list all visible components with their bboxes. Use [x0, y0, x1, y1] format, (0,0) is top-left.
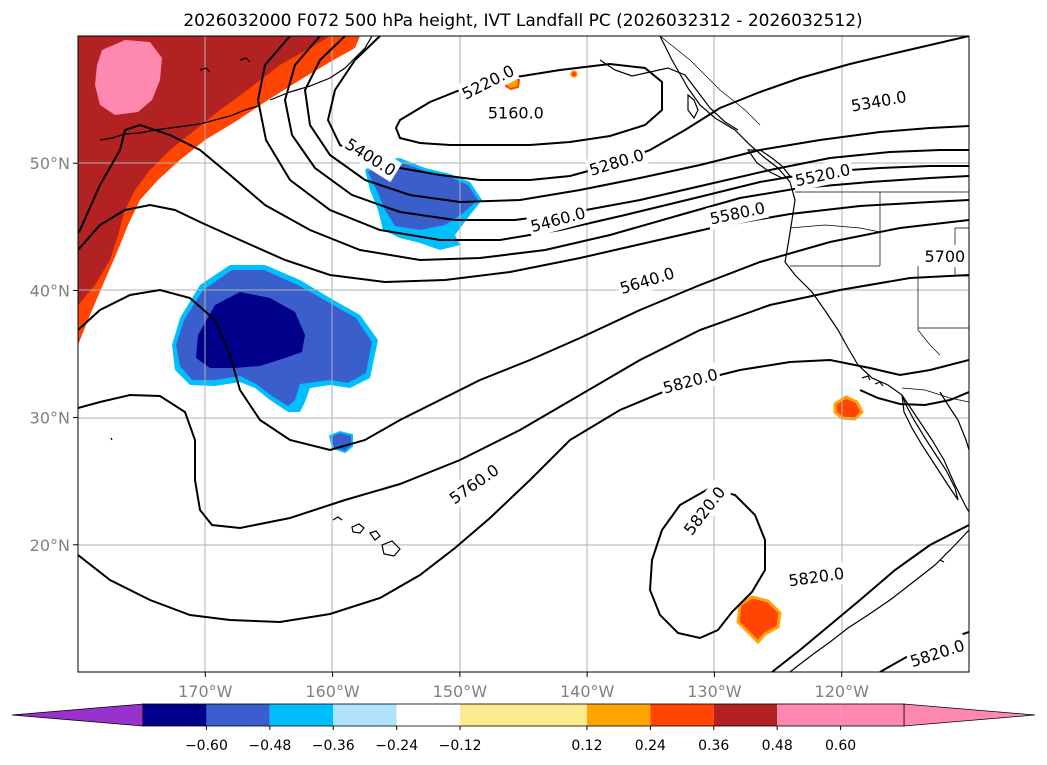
- contour-label-background: [485, 101, 546, 124]
- colorbar-tick-label: 0.60: [825, 738, 856, 754]
- contour-5580: [78, 219, 969, 452]
- ivt-negative-spot: [328, 430, 353, 454]
- colorbar-tick-label: −0.60: [185, 738, 228, 754]
- colorbar-segment: [840, 704, 904, 726]
- contour-label-background: [924, 245, 965, 268]
- y-tick-label: 40°N: [30, 281, 70, 300]
- contour-5820-south: [771, 524, 969, 672]
- colorbar-segments: [11, 703, 1036, 727]
- contour-5220: [326, 36, 969, 181]
- colorbar-segment: [143, 704, 207, 726]
- coastline-channel-islands: [861, 375, 884, 387]
- ivt-positive-spot-2: [570, 70, 578, 78]
- colorbar-tick-label: −0.24: [375, 738, 418, 754]
- coastline-bering-islands: [199, 57, 251, 73]
- x-tick-label: 140°W: [560, 682, 615, 701]
- coastline-haida-gwaii: [687, 93, 699, 120]
- colorbar-tick-label: −0.12: [439, 738, 482, 754]
- coastline-mexico-south: [789, 529, 969, 672]
- colorbar-tick-label: 0.36: [698, 738, 729, 754]
- border-washington-oregon: [789, 224, 881, 233]
- colorbar-extend-max: [903, 703, 1036, 727]
- contour-5760: [78, 358, 969, 624]
- coastlines: [99, 36, 969, 672]
- ivt-positive-region-south: [736, 595, 782, 645]
- contour-label-background: [442, 457, 505, 510]
- border-california-nevada: [917, 266, 941, 356]
- colorbar-ticks: −0.60 −0.48 −0.36 −0.24 −0.12 0.12 0.24 0.36 0.4…: [185, 726, 856, 754]
- colorbar-segment: [206, 704, 270, 726]
- contour-label-background: [456, 58, 520, 106]
- contour-label-background: [847, 84, 911, 117]
- colorbar-frame: [142, 703, 905, 727]
- coastline-hawaii: [332, 516, 401, 557]
- ivt-max-region: [95, 40, 162, 115]
- colorbar-segment: [333, 704, 397, 726]
- contour-label-background: [584, 142, 649, 182]
- contour-label-background: [615, 260, 679, 300]
- colorbar: −0.60 −0.48 −0.36 −0.24 −0.12 0.12 0.24 0.36 0.4…: [11, 703, 1036, 754]
- contour-label-background: [705, 195, 769, 230]
- contour-5640: [78, 274, 969, 530]
- contour-5520: [78, 199, 969, 284]
- y-tick-label: 30°N: [30, 409, 70, 428]
- contour-label: 5160.0: [488, 103, 544, 122]
- contour-label: 5700: [924, 247, 965, 266]
- contour-5820-closed: [648, 486, 766, 640]
- x-tick-label: 160°W: [305, 682, 360, 701]
- colorbar-segment: [650, 704, 714, 726]
- colorbar-segment: [713, 704, 778, 726]
- coastline-baja-peninsula: [901, 394, 959, 501]
- colorbar-tick-label: 0.48: [762, 738, 793, 754]
- x-tick-label: 150°W: [433, 682, 488, 701]
- contour-label-background: [677, 480, 732, 541]
- border-us-mexico: [901, 387, 969, 403]
- colorbar-tick-label: 0.12: [571, 738, 602, 754]
- x-tick-label: 170°W: [178, 682, 233, 701]
- y-axis-ticks: 20°N 30°N 40°N 50°N: [30, 154, 78, 555]
- contour-5460: [78, 123, 969, 262]
- coastline-mexico-islands: [110, 437, 945, 563]
- coastline-alaska-southwest: [269, 36, 373, 101]
- colorbar-segment: [269, 704, 334, 726]
- x-tick-label: 120°W: [815, 682, 870, 701]
- colorbar-tick-label: −0.36: [312, 738, 355, 754]
- contour-5820-north: [859, 389, 969, 407]
- contour-5280: [303, 36, 969, 204]
- colorbar-segment: [777, 704, 841, 726]
- colorbar-tick-label: 0.24: [635, 738, 666, 754]
- contour-label-background: [339, 131, 403, 183]
- x-axis-ticks: 170°W 160°W 150°W 140°W 130°W 120°W: [178, 672, 869, 701]
- contour-5340: [283, 36, 969, 221]
- y-tick-label: 20°N: [30, 536, 70, 555]
- coastline-north-america-west: [659, 36, 969, 513]
- contour-label-background: [526, 200, 590, 238]
- colorbar-segment: [396, 704, 461, 726]
- colorbar-segment: [586, 704, 651, 726]
- colorbar-tick-label: −0.48: [248, 738, 291, 754]
- x-tick-label: 130°W: [687, 682, 742, 701]
- contour-label-background: [658, 362, 723, 400]
- colorbar-segment: [460, 704, 587, 726]
- coastline-alaska-southeast: [599, 59, 739, 131]
- border-alaska-canada: [659, 36, 761, 126]
- ivt-min-region: [196, 292, 305, 368]
- map-frame: [77, 35, 970, 673]
- y-tick-label: 50°N: [30, 154, 70, 173]
- chart-title: 2026032000 F072 500 hPa height, IVT Land…: [183, 11, 862, 31]
- contour-label-background: [790, 157, 855, 192]
- contour-label-background: [785, 561, 848, 592]
- contour-label-background: [905, 633, 969, 672]
- colorbar-extend-min: [11, 703, 144, 727]
